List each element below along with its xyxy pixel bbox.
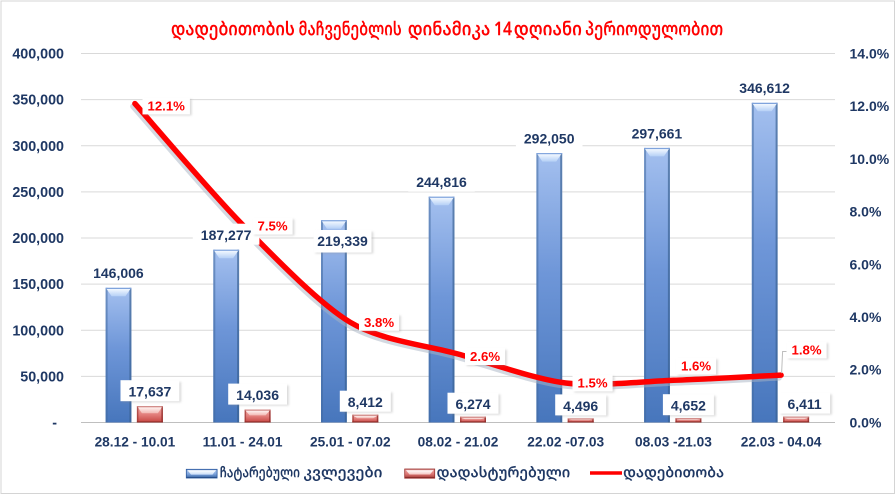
svg-text:22.03 - 04.04: 22.03 - 04.04 [741, 434, 822, 449]
svg-text:08.03 -21.03: 08.03 -21.03 [635, 434, 712, 449]
svg-text:08.02 - 21.02: 08.02 - 21.02 [418, 434, 499, 449]
svg-text:200,000: 200,000 [12, 231, 64, 247]
svg-text:150,000: 150,000 [12, 277, 64, 293]
svg-text:6,274: 6,274 [455, 396, 490, 412]
svg-text:0.0%: 0.0% [850, 414, 882, 430]
svg-text:400,000: 400,000 [12, 47, 64, 63]
svg-text:1.6%: 1.6% [681, 359, 711, 374]
svg-text:346,612: 346,612 [739, 80, 790, 96]
svg-text:50,000: 50,000 [20, 369, 64, 385]
svg-text:11.01 - 24.01: 11.01 - 24.01 [203, 434, 283, 449]
svg-text:28.12 - 10.01: 28.12 - 10.01 [95, 434, 176, 449]
svg-text:6.0%: 6.0% [850, 256, 882, 272]
svg-text:300,000: 300,000 [12, 139, 64, 155]
svg-text:292,050: 292,050 [524, 131, 575, 147]
svg-text:244,816: 244,816 [416, 174, 467, 190]
svg-text:4,652: 4,652 [671, 398, 706, 414]
svg-text:2.6%: 2.6% [470, 349, 500, 364]
svg-text:297,661: 297,661 [632, 125, 683, 141]
svg-text:6,411: 6,411 [787, 396, 821, 412]
svg-text:-: - [52, 416, 57, 432]
svg-text:100,000: 100,000 [12, 323, 64, 339]
svg-text:14.0%: 14.0% [850, 45, 890, 61]
svg-text:22.02 -07.03: 22.02 -07.03 [527, 434, 604, 449]
svg-text:8.0%: 8.0% [850, 204, 882, 220]
svg-text:187,277: 187,277 [201, 227, 252, 243]
svg-text:2.0%: 2.0% [850, 362, 882, 378]
svg-text:146,006: 146,006 [93, 265, 144, 281]
svg-text:25.01 - 07.02: 25.01 - 07.02 [310, 434, 391, 449]
svg-text:1.8%: 1.8% [792, 343, 822, 358]
svg-text:4.0%: 4.0% [850, 309, 882, 325]
svg-text:3.8%: 3.8% [364, 315, 394, 330]
svg-text:8,412: 8,412 [348, 394, 383, 410]
svg-text:10.0%: 10.0% [850, 151, 890, 167]
svg-text:7.5%: 7.5% [258, 219, 288, 234]
svg-text:4,496: 4,496 [563, 398, 598, 414]
svg-text:12.0%: 12.0% [850, 98, 890, 114]
svg-text:17,637: 17,637 [128, 384, 171, 400]
svg-text:12.1%: 12.1% [148, 99, 186, 114]
svg-text:250,000: 250,000 [12, 185, 64, 201]
svg-text:219,339: 219,339 [317, 233, 368, 249]
svg-text:14,036: 14,036 [236, 387, 279, 403]
svg-text:350,000: 350,000 [12, 93, 64, 109]
svg-text:1.5%: 1.5% [578, 376, 608, 391]
